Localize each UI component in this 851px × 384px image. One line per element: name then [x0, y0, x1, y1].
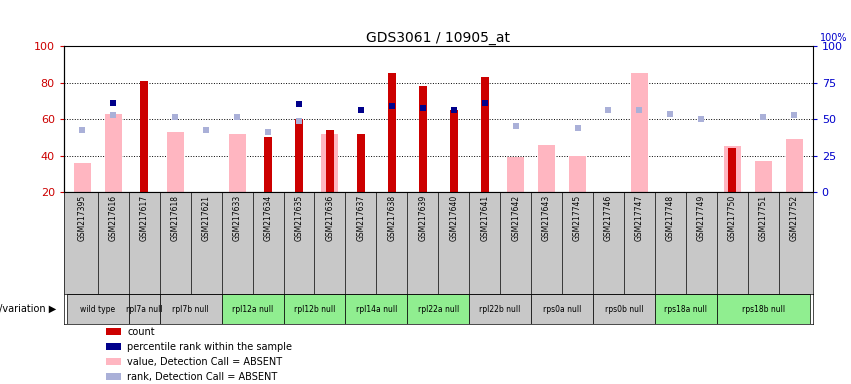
Text: GSM217746: GSM217746 [604, 195, 613, 241]
Bar [264, 137, 272, 192]
Bar [295, 119, 303, 192]
Text: GSM217751: GSM217751 [759, 195, 768, 241]
Text: GSM217617: GSM217617 [140, 195, 149, 241]
Text: GSM217641: GSM217641 [480, 195, 489, 241]
Text: rpl22a null: rpl22a null [418, 305, 459, 314]
Bar [326, 130, 334, 192]
Text: GSM217748: GSM217748 [665, 195, 675, 241]
Bar [717, 294, 809, 324]
Text: GSM217639: GSM217639 [419, 195, 427, 241]
Text: GSM217635: GSM217635 [294, 195, 304, 241]
Bar [140, 81, 148, 192]
Text: rpl12b null: rpl12b null [294, 305, 335, 314]
Bar [283, 294, 346, 324]
Bar [229, 134, 246, 192]
Text: GSM217616: GSM217616 [109, 195, 117, 241]
Bar [67, 294, 129, 324]
Bar [481, 77, 488, 192]
Bar [655, 294, 717, 324]
Text: GSM217640: GSM217640 [449, 195, 458, 241]
Bar [129, 294, 160, 324]
Bar [469, 294, 531, 324]
Text: GSM217752: GSM217752 [790, 195, 798, 241]
Bar [569, 156, 586, 192]
Text: rpl7a null: rpl7a null [126, 305, 163, 314]
Text: GSM217643: GSM217643 [542, 195, 551, 241]
Bar [106, 343, 121, 350]
Bar [106, 328, 121, 336]
Bar [507, 157, 524, 192]
Text: GSM217747: GSM217747 [635, 195, 644, 241]
Bar [167, 132, 184, 192]
Bar [785, 139, 802, 192]
Text: GSM217618: GSM217618 [171, 195, 180, 241]
Bar [322, 134, 339, 192]
Bar [538, 145, 555, 192]
Bar [388, 73, 396, 192]
Text: rpl14a null: rpl14a null [356, 305, 397, 314]
Text: rank, Detection Call = ABSENT: rank, Detection Call = ABSENT [128, 372, 277, 382]
Text: value, Detection Call = ABSENT: value, Detection Call = ABSENT [128, 357, 283, 367]
Text: GSM217745: GSM217745 [573, 195, 582, 241]
Text: GSM217638: GSM217638 [387, 195, 397, 241]
Text: GSM217634: GSM217634 [264, 195, 272, 241]
Text: GSM217750: GSM217750 [728, 195, 737, 241]
Text: count: count [128, 327, 155, 337]
Bar [728, 148, 736, 192]
Text: rpl22b null: rpl22b null [479, 305, 521, 314]
Bar [357, 134, 365, 192]
Text: rps0b null: rps0b null [605, 305, 643, 314]
Bar [755, 161, 772, 192]
Text: genotype/variation ▶: genotype/variation ▶ [0, 304, 56, 314]
Bar [105, 114, 122, 192]
Text: 100%: 100% [820, 33, 847, 43]
Text: GSM217395: GSM217395 [78, 195, 87, 241]
Text: GSM217749: GSM217749 [697, 195, 705, 241]
Text: GSM217633: GSM217633 [232, 195, 242, 241]
Text: rpl7b null: rpl7b null [172, 305, 209, 314]
Bar [450, 110, 458, 192]
Bar [106, 373, 121, 380]
Title: GDS3061 / 10905_at: GDS3061 / 10905_at [366, 31, 511, 45]
Text: rps18b null: rps18b null [741, 305, 785, 314]
Text: wild type: wild type [80, 305, 116, 314]
Text: rpl12a null: rpl12a null [232, 305, 273, 314]
Bar [631, 73, 648, 192]
Bar [419, 86, 426, 192]
Text: GSM217642: GSM217642 [511, 195, 520, 241]
Bar [408, 294, 469, 324]
Bar [723, 146, 740, 192]
Text: GSM217621: GSM217621 [202, 195, 211, 241]
Bar [106, 358, 121, 365]
Bar [221, 294, 283, 324]
Text: percentile rank within the sample: percentile rank within the sample [128, 342, 292, 352]
Text: GSM217637: GSM217637 [357, 195, 365, 241]
Bar [531, 294, 593, 324]
Text: GSM217636: GSM217636 [325, 195, 334, 241]
Text: rps0a null: rps0a null [543, 305, 581, 314]
Bar [593, 294, 655, 324]
Text: rps18a null: rps18a null [665, 305, 707, 314]
Bar [346, 294, 408, 324]
Bar [160, 294, 221, 324]
Bar [74, 163, 91, 192]
